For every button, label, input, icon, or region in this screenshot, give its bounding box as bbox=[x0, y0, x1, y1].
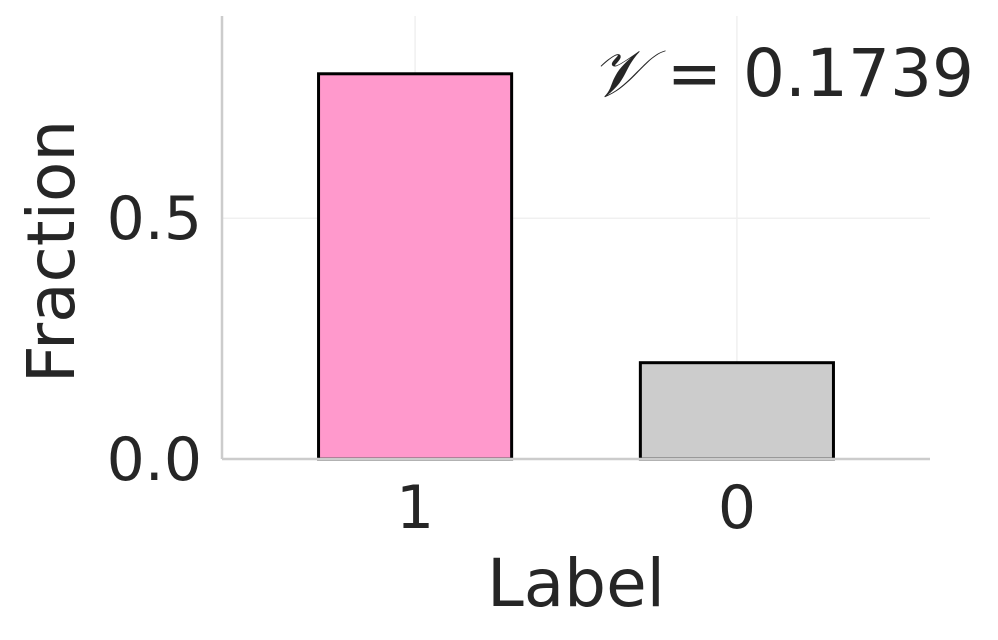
x-tick-label: 0 bbox=[718, 473, 756, 543]
x-axis-title: Label bbox=[487, 545, 665, 622]
bars bbox=[317, 72, 835, 461]
y-tick-label: 0.5 bbox=[107, 184, 202, 254]
x-tick-label: 1 bbox=[396, 473, 434, 543]
bar-0 bbox=[638, 361, 835, 461]
bar-1 bbox=[317, 72, 514, 461]
y-axis-title: Fraction bbox=[13, 120, 90, 383]
y-tick-labels: 0.0 0.5 bbox=[107, 184, 202, 495]
annotation-value: = 0.1739 bbox=[646, 35, 974, 112]
y-tick-label: 0.0 bbox=[107, 425, 202, 495]
metric-annotation: 𝒱 = 0.1739 bbox=[591, 35, 974, 112]
